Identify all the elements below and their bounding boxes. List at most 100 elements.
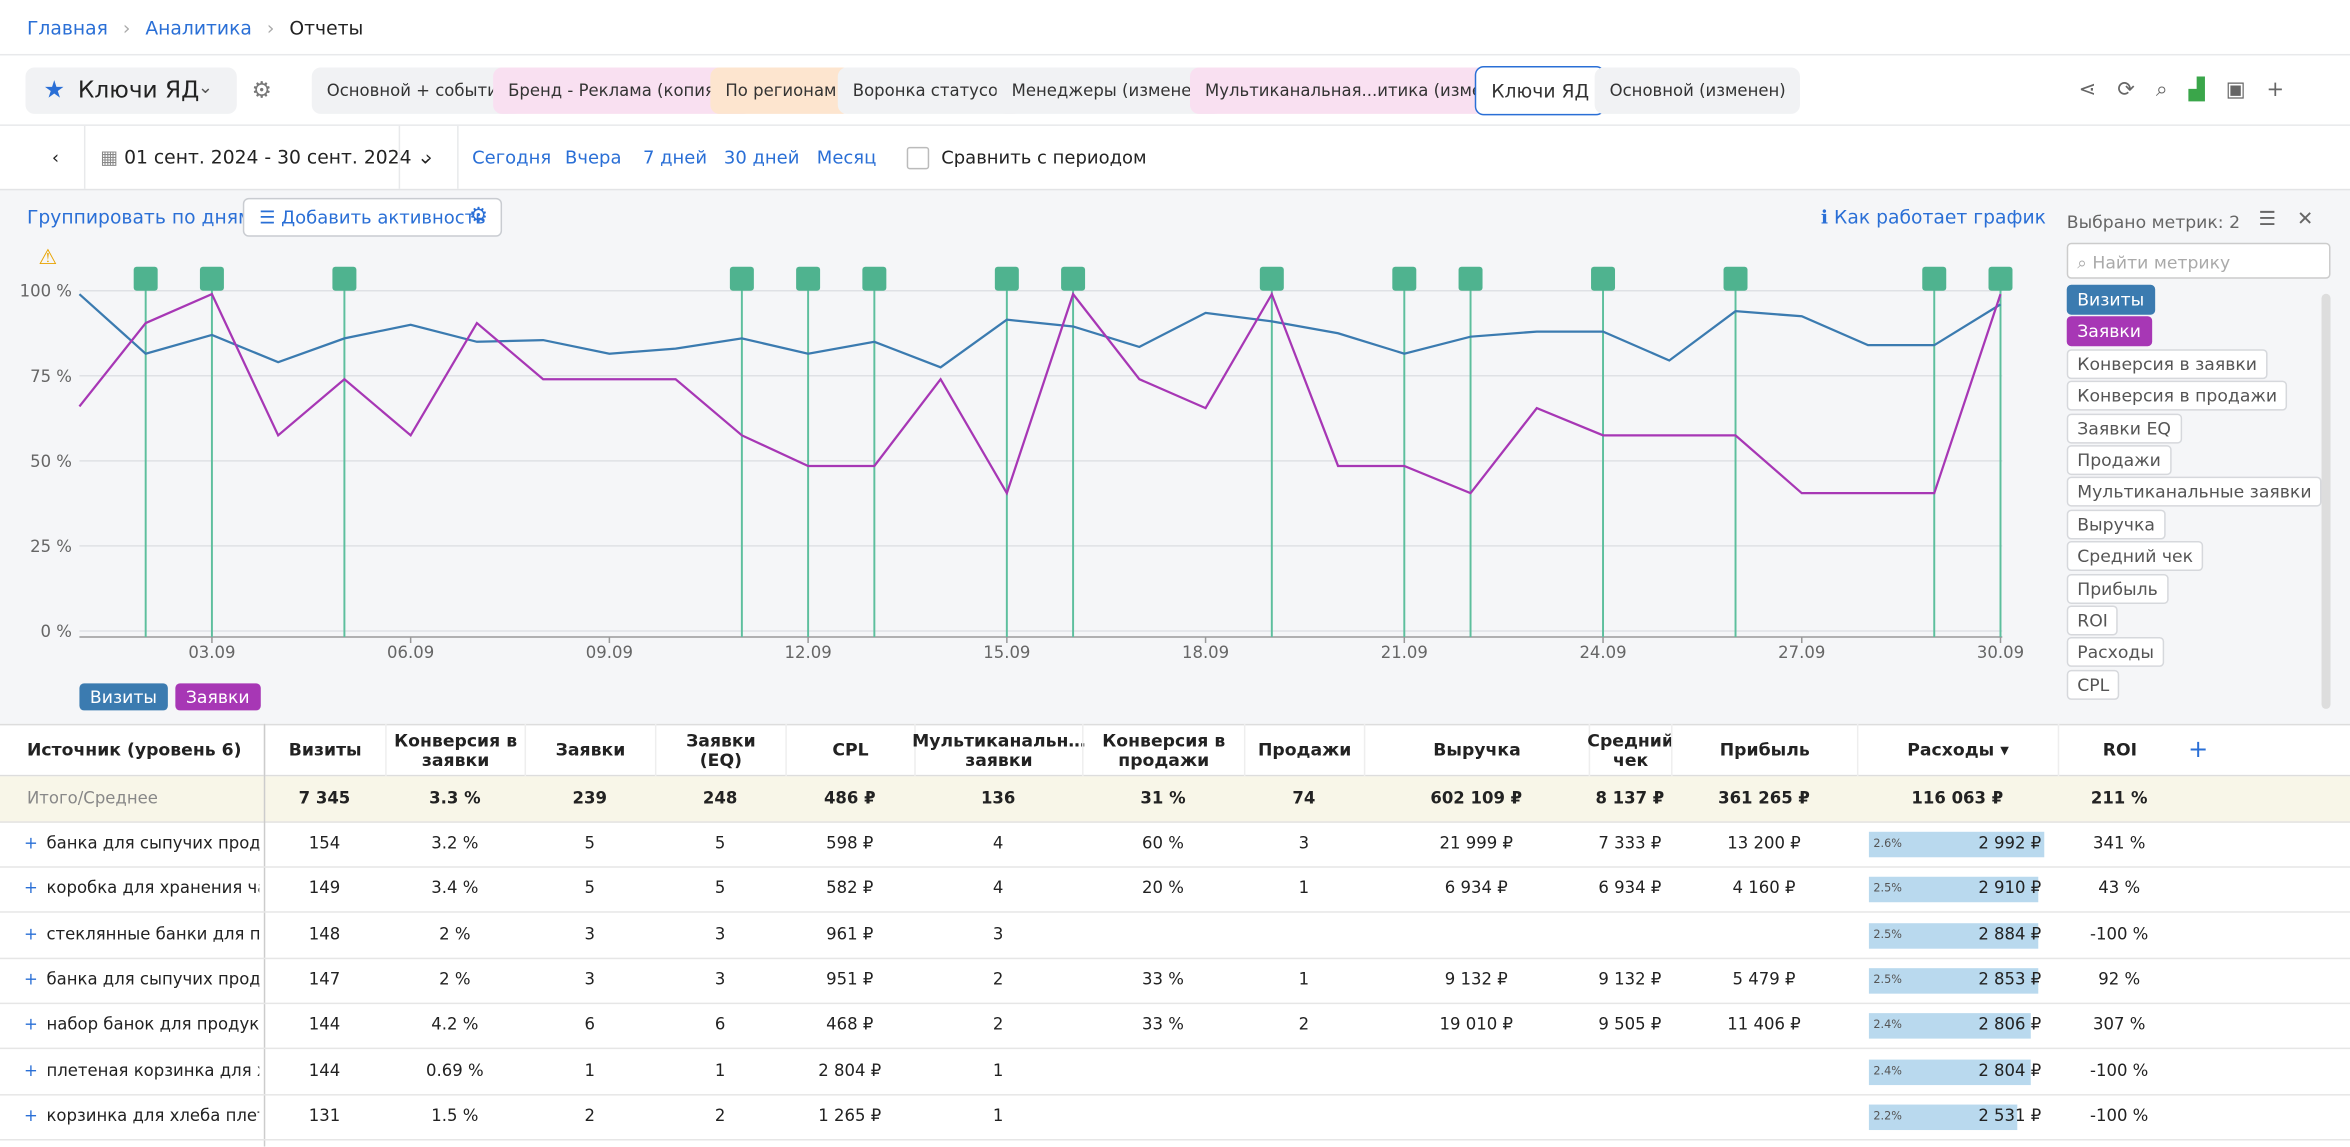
expand-button[interactable]: + xyxy=(23,833,38,853)
quick-period[interactable]: 30 дней xyxy=(723,146,800,168)
expand-button[interactable]: + xyxy=(23,969,38,989)
add-column[interactable]: + xyxy=(2188,734,2209,763)
expand-button[interactable]: + xyxy=(23,1060,38,1080)
legend-item[interactable]: Визиты xyxy=(79,683,168,711)
expense-bar xyxy=(1868,831,2045,858)
column-header[interactable]: Заявки xyxy=(524,723,655,777)
legend-item[interactable]: Заявки xyxy=(175,683,261,711)
tab[interactable]: Бренд - Реклама (копия) 1 xyxy=(493,67,753,114)
expense-share: 2.5% xyxy=(1873,881,1902,896)
metric-chip[interactable]: Средний чек xyxy=(2066,541,2204,572)
column-header[interactable]: ROI xyxy=(2057,723,2181,777)
date-range[interactable]: ▦ 01 сент. 2024 - 30 сент. 2024 ⌄ xyxy=(100,145,434,168)
column-header[interactable]: Заявки (EQ) xyxy=(654,723,785,777)
tab[interactable]: По регионам xyxy=(710,67,852,114)
metrics-icons[interactable]: ☰✕ xyxy=(2258,208,2335,231)
next-button[interactable]: › xyxy=(398,125,459,189)
x-tick-label: 12.09 xyxy=(785,643,832,662)
row-line xyxy=(0,911,2350,914)
quick-period[interactable]: Сегодня xyxy=(472,146,552,168)
tab[interactable]: Менеджеры (изменен) xyxy=(996,67,1224,114)
source-cell[interactable]: стеклянные банки для прод... xyxy=(46,924,259,944)
metric-chip[interactable]: Визиты xyxy=(2066,284,2155,315)
source-cell[interactable]: банка для сыпучих продукт... xyxy=(46,969,259,989)
tab[interactable]: Воронка статусов xyxy=(837,67,1023,114)
activity-marker[interactable] xyxy=(1591,266,1616,291)
activity-marker[interactable] xyxy=(1723,266,1748,291)
source-cell[interactable]: набор банок для продуктов xyxy=(46,1014,260,1035)
expand-button[interactable]: + xyxy=(23,878,38,899)
activity-marker[interactable] xyxy=(1259,266,1284,291)
toolbar-icons[interactable]: ⋖⟳⌕▟▣+ xyxy=(2078,77,2306,102)
table-cell: -100 % xyxy=(2090,1060,2149,1080)
activity-marker[interactable] xyxy=(729,266,754,291)
metric-chip[interactable]: Конверсия в заявки xyxy=(2066,348,2268,379)
quick-period[interactable]: 7 дней xyxy=(642,146,708,168)
expand-button[interactable]: + xyxy=(23,1105,38,1126)
add-activity[interactable]: ☰ Добавить активность xyxy=(242,197,503,237)
activity-marker[interactable] xyxy=(1458,266,1483,291)
source-cell[interactable]: плетеная корзинка для хлеба xyxy=(46,1060,259,1080)
metric-chip[interactable]: CPL xyxy=(2066,669,2120,700)
metric-chip[interactable]: Мультиканальные заявки xyxy=(2066,477,2323,508)
column-header[interactable]: Конверсия в продажи xyxy=(1082,723,1244,777)
metric-chip[interactable]: Расходы xyxy=(2066,637,2165,668)
metric-chip[interactable]: Конверсия в продажи xyxy=(2066,380,2288,411)
metric-chip[interactable]: Прибыль xyxy=(2066,573,2169,604)
expense-bar xyxy=(1868,1058,2031,1085)
total-cell: 136 xyxy=(980,788,1016,808)
expense-bar xyxy=(1868,877,2038,903)
help-link[interactable]: ℹ Как работает график xyxy=(1820,205,2046,228)
tab[interactable]: Основной + события xyxy=(311,67,523,114)
activity-marker[interactable] xyxy=(994,266,1019,291)
tab[interactable]: Основной (изменен) xyxy=(1594,67,1801,114)
table-cell: 3 xyxy=(584,969,595,989)
y-tick-label: 100 % xyxy=(20,282,72,301)
activity-marker[interactable] xyxy=(1988,266,2013,291)
metric-search[interactable]: ⌕ Найти метрику xyxy=(2066,242,2331,279)
metric-chip[interactable]: Выручка xyxy=(2066,509,2166,540)
tab[interactable]: Ключи ЯД xyxy=(1474,65,1606,116)
column-header[interactable]: CPL xyxy=(785,723,914,777)
activity-marker[interactable] xyxy=(1061,266,1086,291)
metric-chip[interactable]: Заявки xyxy=(2066,316,2152,347)
prev-button[interactable]: ‹ xyxy=(27,125,86,189)
activity-marker[interactable] xyxy=(1922,266,1947,291)
settings-icon[interactable]: ⚙ xyxy=(251,76,272,104)
expense-cell: 2 806 ₽ xyxy=(1978,1014,2042,1035)
source-cell[interactable]: коробка для хранения чая xyxy=(46,878,260,899)
source-cell[interactable]: банка для сыпучих продукт... xyxy=(46,833,259,853)
column-header[interactable]: Продажи xyxy=(1243,723,1364,777)
metric-chip[interactable]: Заявки EQ xyxy=(2066,413,2182,444)
quick-period[interactable]: Вчера xyxy=(565,146,622,168)
report-select[interactable]: ★ Ключи ЯД ⌄ xyxy=(25,67,237,114)
activity-marker[interactable] xyxy=(796,266,821,291)
crumb[interactable]: Аналитика xyxy=(145,16,252,39)
source-cell[interactable]: корзинка для хлеба плетен... xyxy=(46,1105,259,1126)
table-cell: 6 934 ₽ xyxy=(1444,878,1508,899)
column-header[interactable]: Мультиканальн… заявки xyxy=(912,723,1086,777)
metric-chip[interactable]: Продажи xyxy=(2066,445,2172,476)
column-header[interactable]: Конверсия в заявки xyxy=(385,723,524,777)
crumb[interactable]: Главная xyxy=(26,16,108,39)
expand-button[interactable]: + xyxy=(23,1014,38,1035)
activity-marker[interactable] xyxy=(1392,266,1417,291)
table-cell: 1 xyxy=(584,1060,595,1080)
activity-marker[interactable] xyxy=(332,266,357,291)
column-header[interactable]: Прибыль xyxy=(1671,723,1857,777)
activity-marker[interactable] xyxy=(133,266,158,291)
column-header[interactable]: Визиты xyxy=(263,723,385,777)
chart-settings[interactable]: ⚙ xyxy=(469,203,488,228)
quick-period[interactable]: Месяц xyxy=(816,146,877,168)
column-header[interactable]: Расходы ▾ xyxy=(1856,723,2058,777)
column-header[interactable]: Источник (уровень 6) xyxy=(26,738,242,760)
activity-marker[interactable] xyxy=(199,266,224,291)
column-header[interactable]: Выручка xyxy=(1363,723,1589,777)
activity-marker[interactable] xyxy=(862,266,887,291)
column-header[interactable]: Средний чек xyxy=(1587,723,1674,777)
series-line xyxy=(78,293,2002,369)
chart: ⚠ 0 % 25 % 50 % 75 % 100 % 03.09 06.09 09.09 12.… xyxy=(20,245,2024,662)
metric-chip[interactable]: ROI xyxy=(2066,605,2119,636)
compare-checkbox[interactable] xyxy=(906,146,930,170)
expand-button[interactable]: + xyxy=(23,924,38,944)
